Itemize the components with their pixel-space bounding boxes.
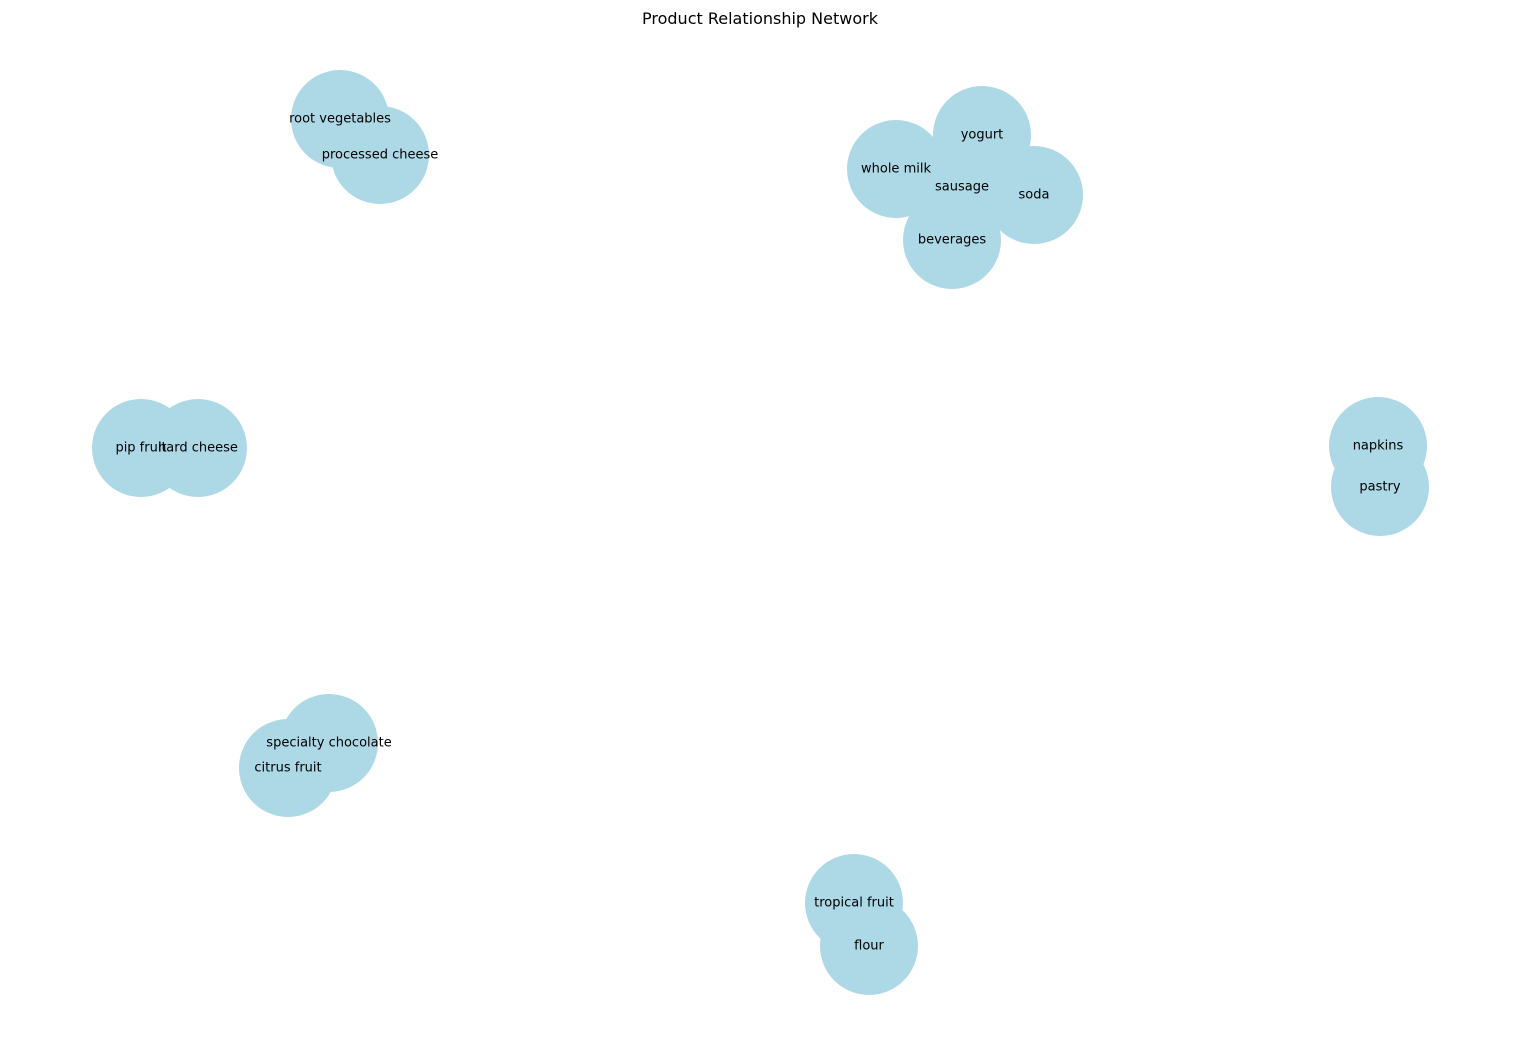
node-label-hard-cheese: hard cheese xyxy=(158,441,238,456)
node-label-pastry: pastry xyxy=(1359,480,1400,495)
node-label-beverages: beverages xyxy=(918,233,987,248)
node-label-pip-fruit: pip fruit xyxy=(115,441,166,456)
label-layer: yogurt whole milk soda beverages sausage root… xyxy=(115,112,1403,954)
node-layer xyxy=(92,70,1429,995)
node-label-napkins: napkins xyxy=(1353,439,1404,454)
node-processed-cheese xyxy=(331,106,429,204)
node-label-tropical-fruit: tropical fruit xyxy=(814,896,894,911)
node-label-root-vegetables: root vegetables xyxy=(289,112,391,127)
node-citrus-fruit xyxy=(239,719,337,817)
chart-title: Product Relationship Network xyxy=(642,9,879,28)
node-label-sausage: sausage xyxy=(935,180,989,195)
node-label-processed-cheese: processed cheese xyxy=(322,148,439,163)
node-label-citrus-fruit: citrus fruit xyxy=(254,761,321,776)
node-label-specialty-chocolate: specialty chocolate xyxy=(266,736,391,751)
node-label-whole-milk: whole milk xyxy=(861,162,931,177)
node-label-yogurt: yogurt xyxy=(961,128,1004,143)
node-label-soda: soda xyxy=(1019,188,1050,203)
node-flour xyxy=(820,897,918,995)
node-label-flour: flour xyxy=(854,939,884,954)
node-pastry xyxy=(1331,438,1429,536)
node-soda xyxy=(985,146,1083,244)
node-hard-cheese xyxy=(149,399,247,497)
node-sausage xyxy=(913,138,1011,236)
